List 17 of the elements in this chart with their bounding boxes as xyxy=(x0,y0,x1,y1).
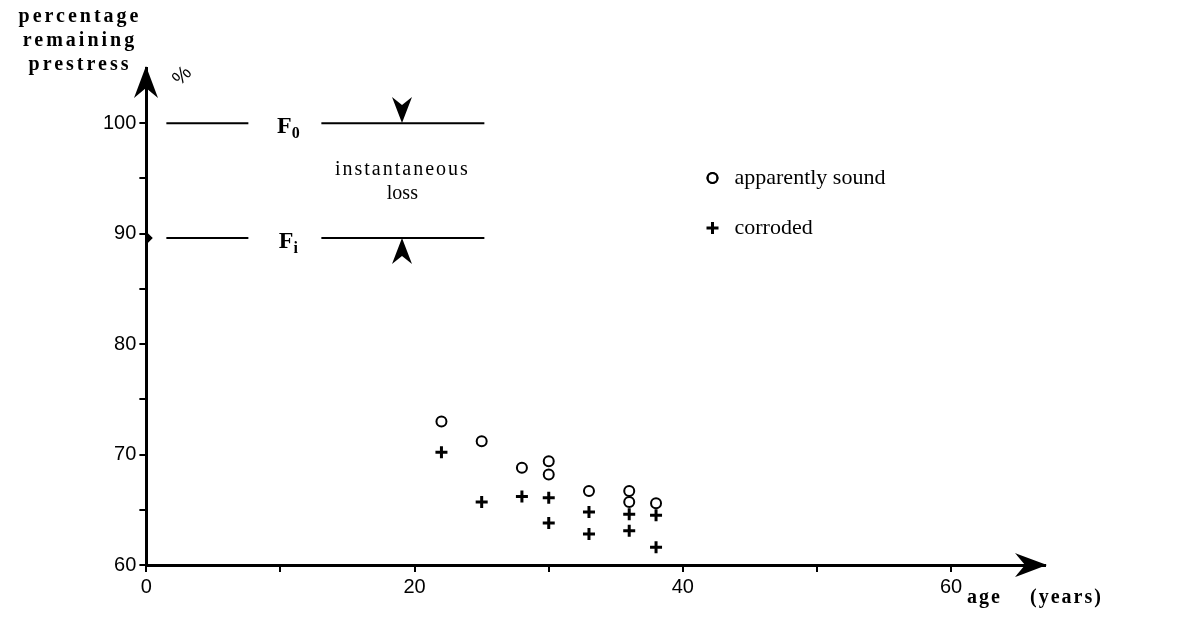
x-tick-label: 60 xyxy=(939,574,963,597)
y-axis-title: percentage remaining prestress xyxy=(18,4,142,75)
ref-line-label: F$_{0}$ xyxy=(277,111,300,143)
annotation: instantaneous loss xyxy=(334,156,470,203)
y-tick-label: 60 xyxy=(114,552,137,575)
x-tick-label: 0 xyxy=(140,574,152,597)
annotation: % xyxy=(167,60,196,90)
y-tick-label: 90 xyxy=(114,221,137,244)
x-tick-label: 20 xyxy=(403,574,426,597)
y-tick-label: 80 xyxy=(114,331,137,354)
legend-label: apparently sound xyxy=(734,163,886,189)
y-tick-label: 100 xyxy=(102,110,137,133)
x-axis-title: age (years) xyxy=(967,585,1103,608)
ref-line-label: F$_{i}$ xyxy=(278,226,298,258)
legend-label: corroded xyxy=(734,213,813,239)
x-tick-label: 40 xyxy=(671,574,694,597)
y-tick-label: 70 xyxy=(114,442,137,465)
